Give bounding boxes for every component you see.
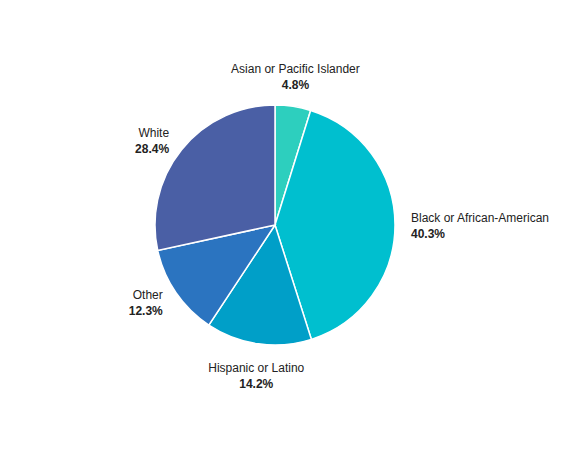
slice-value-label: 28.4% [135, 142, 169, 156]
slice-category-label: Black or African-American [411, 211, 549, 225]
chart-body: Asian or Pacific Islander 4.8% Black or Af… [129, 62, 549, 391]
slice-category-label: Other [133, 288, 163, 302]
slice-category-label: Asian or Pacific Islander [231, 62, 360, 76]
slice-value-label: 12.3% [129, 304, 163, 318]
slices [155, 105, 395, 345]
slice-category-label: Hispanic or Latino [208, 361, 304, 375]
slice-value-label: 40.3% [411, 227, 445, 241]
slice-category-label: White [138, 126, 169, 140]
slice-labels: Asian or Pacific Islander 4.8% Black or Af… [129, 62, 549, 391]
slice-value-label: 4.8% [282, 78, 310, 92]
pie-slice [155, 105, 275, 250]
pie-chart: Asian or Pacific Islander 4.8% Black or Af… [0, 0, 580, 450]
slice-value-label: 14.2% [239, 377, 273, 391]
